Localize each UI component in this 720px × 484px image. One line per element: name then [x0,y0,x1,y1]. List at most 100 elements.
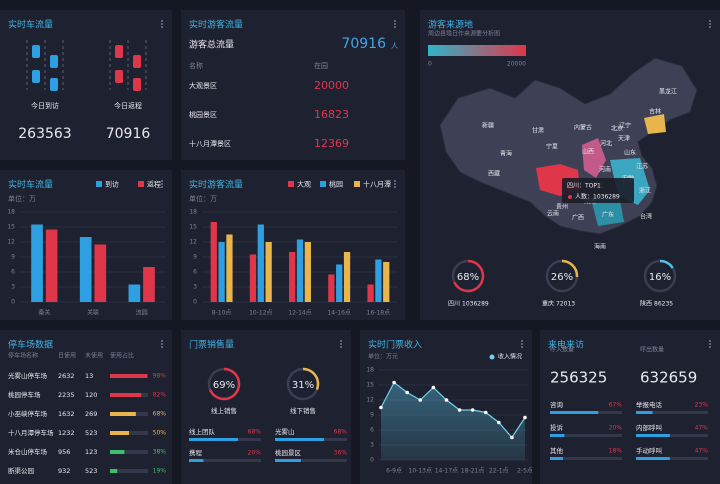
car-icon [115,45,123,58]
label: 47% [695,448,709,455]
label: 小巫峡停车场 [8,409,48,418]
bar [226,234,233,302]
label: 523 [85,467,97,475]
legend-swatch [354,181,360,187]
province-label: 辽宁 [619,122,631,130]
label: 大观景区 [189,81,217,90]
y-tick-label: 12 [189,239,197,246]
label: 重庆 [542,300,554,308]
column-header: 使用占比 [110,352,134,360]
legend-swatch [288,181,294,187]
bar [210,222,217,302]
x-tick-label: 14-17点 [435,467,458,475]
panel-title: 门票销售量 [189,339,234,351]
bar-track [110,450,148,454]
bar [110,412,136,416]
x-tick-label: 12-14点 [288,309,311,317]
label: 手动呼叫 [636,446,662,455]
tooltip-title: 四川：TOP1 [567,183,601,190]
province-label: 浙江 [639,187,651,195]
y-tick-label: 3 [11,284,15,291]
column-header: 停车场名称 [8,352,38,360]
menu-dot [161,20,163,22]
province-label: 甘肃 [532,127,544,135]
bar [289,252,296,302]
menu-dot [340,343,342,345]
x-tick-label: 18-21点 [461,467,484,475]
bar [636,434,670,437]
y-tick-label: 6 [370,427,374,434]
ring-label: 68% [457,272,479,283]
label: 光雾山停车场 [8,371,48,380]
label: 今日到访 [31,101,59,110]
label: 周边县境日作来源要分析图 [428,30,500,38]
label: 2632 [58,372,75,380]
label: 20% [248,450,262,457]
bar-track [550,434,622,437]
x-tick-label: 8-10点 [212,309,232,317]
stat-value: 70916 [106,126,151,142]
menu-dot [161,343,163,345]
label: 0 [428,61,432,68]
tooltip [562,178,634,203]
x-tick-label: 16-18点 [367,309,390,317]
panel-title: 来电来访 [548,339,584,351]
label: 咨询 [550,400,564,409]
label: 米仓山停车场 [8,447,48,456]
y-tick-label: 18 [366,367,374,374]
label: 桃园停车场 [8,390,41,399]
ring-label: 26% [551,272,573,283]
bar [328,274,335,302]
label: 投诉 [550,423,564,432]
car-icon [133,55,141,68]
panel-title: 停车场数据 [8,339,53,351]
label: 陕西 [640,300,652,308]
province-label: 广东 [602,211,614,219]
car-icon [50,78,58,91]
car-icon [115,70,123,83]
point [444,398,449,402]
label: 13 [85,372,93,380]
menu-dot [161,180,163,182]
y-tick-label: 3 [370,442,374,449]
y-tick-label: 15 [189,224,197,231]
bar [79,237,92,302]
province-label: 河北 [600,140,612,148]
legend-label: 收入情况 [498,353,522,361]
legend-swatch [96,181,102,187]
label: 956 [58,448,70,456]
label: 19% [153,468,167,475]
province-label: 广西 [572,214,584,222]
bar-track [636,457,708,460]
label: 68% [248,429,262,436]
label: 断渠公园 [8,466,34,475]
y-tick-label: 3 [193,284,197,291]
label: 携程 [189,448,203,457]
province-label: 黑龙江 [659,88,677,96]
y-tick-label: 6 [11,269,15,276]
label: 18% [609,448,623,455]
region [644,114,666,134]
column-header: 日使用 [58,352,76,360]
label: 桃园景区 [189,110,217,119]
label: 举报电话 [636,400,663,409]
ring-arc [207,367,241,401]
y-tick-label: 15 [7,224,15,231]
legend-label: 桃园 [329,180,343,189]
point [405,390,409,395]
label: 呼出数量 [640,346,664,354]
y-tick-label: 9 [370,412,374,419]
menu-dot [709,26,711,28]
y-tick-label: 0 [193,299,197,306]
point [470,408,475,412]
area [381,382,525,460]
label: 12369 [314,137,349,150]
y-tick-label: 15 [366,382,374,389]
label: 光雾山 [275,427,295,436]
label: 38% [153,449,167,456]
label: 线上团队 [189,427,216,436]
x-tick-label: 22-1点 [489,467,509,475]
menu-dot [394,26,396,28]
label: 67% [609,402,623,409]
label: 36% [334,450,348,457]
